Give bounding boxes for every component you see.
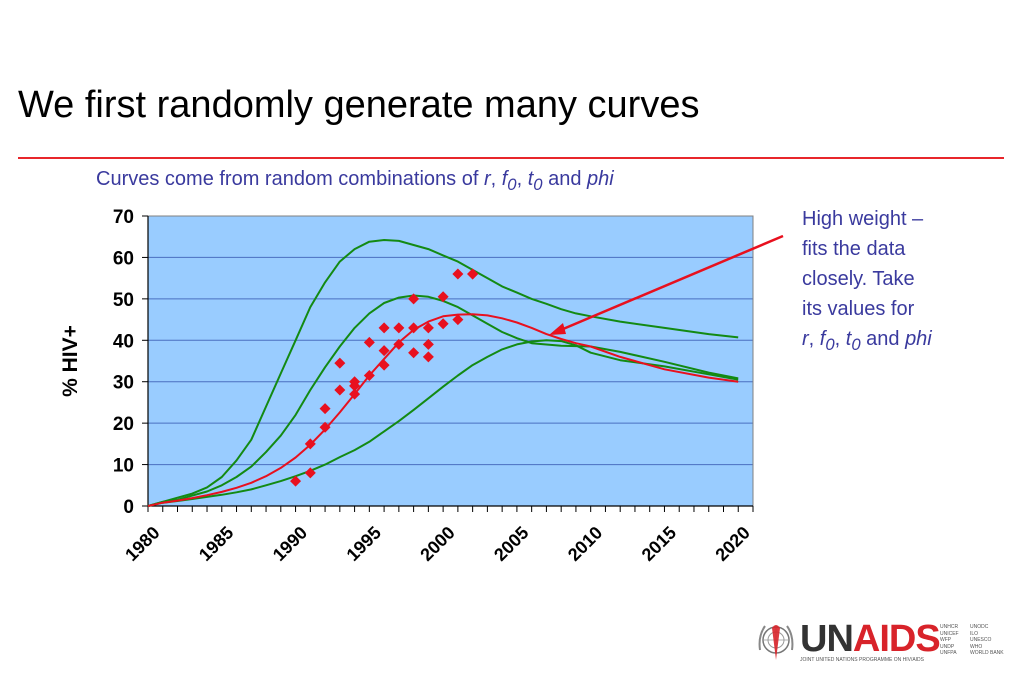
data-point-12 <box>363 336 375 348</box>
green-curve-1 <box>147 239 739 507</box>
annotation-line-3: closely. Take <box>802 268 915 290</box>
annotation-phi: phi <box>905 328 932 350</box>
arrow-shaft <box>555 234 784 334</box>
logo-members-col1: UNHCR UNICEF WFP UNDP UNFPA <box>940 624 959 656</box>
data-point-17 <box>393 322 405 334</box>
data-point-7 <box>334 357 346 369</box>
data-point-24 <box>437 318 449 330</box>
y-tick-label-20: 20 <box>113 414 134 435</box>
subtitle-t: t <box>527 168 534 190</box>
data-point-23 <box>422 338 434 350</box>
annotation-line-1: High weight – <box>802 208 924 230</box>
y-tick-label-0: 0 <box>123 497 134 518</box>
subtitle-and: and <box>542 168 587 190</box>
data-point-1 <box>290 475 302 487</box>
subtitle-f: f <box>501 168 508 190</box>
subtitle-t-sub: 0 <box>533 175 543 194</box>
data-point-26 <box>452 314 464 326</box>
data-point-3 <box>304 438 316 450</box>
data-point-8 <box>349 388 361 400</box>
y-tick-label-30: 30 <box>113 373 134 394</box>
data-point-16 <box>393 338 405 350</box>
unaids-logo: UNAIDS JOINT UNITED NATIONS PROGRAMME ON… <box>756 618 1018 666</box>
y-tick-label-50: 50 <box>113 290 134 311</box>
data-point-29 <box>467 268 479 280</box>
subtitle-f-sub: 0 <box>507 175 517 194</box>
data-point-10 <box>349 376 361 388</box>
annotation-line-4: its values for <box>802 298 915 320</box>
annotation-sep2: , <box>834 328 846 350</box>
slide-title: We first randomly generate many curves <box>18 84 700 126</box>
x-tick-label-2010: 2010 <box>564 523 606 565</box>
data-point-27 <box>452 268 464 280</box>
logo-wordmark: UNAIDS <box>800 618 941 661</box>
annotation-line-2: fits the data <box>802 238 906 260</box>
subtitle-sep1: , <box>490 168 502 190</box>
data-point-18 <box>408 347 420 359</box>
x-tick-label-2020: 2020 <box>711 523 753 565</box>
x-tick-label-1980: 1980 <box>121 523 163 565</box>
subtitle-r: r <box>483 168 491 190</box>
logo-members-col2: UNODC ILO UNESCO WHO WORLD BANK <box>970 624 1004 656</box>
annotation-f-sub: 0 <box>825 335 835 354</box>
y-tick-labels: 0 10 20 30 40 50 60 70 <box>113 207 134 518</box>
subtitle-phi: phi <box>587 168 614 190</box>
axes <box>142 215 754 512</box>
data-point-13 <box>378 359 390 371</box>
data-point-25 <box>437 291 449 303</box>
title-divider <box>18 157 1004 159</box>
logo-un: UN <box>800 618 854 660</box>
x-tick-label-2005: 2005 <box>490 523 532 565</box>
y-tick-label-60: 60 <box>113 248 134 269</box>
subtitle-sep2: , <box>516 168 528 190</box>
x-tick-label-1990: 1990 <box>269 523 311 565</box>
data-point-5 <box>319 403 331 415</box>
logo-aids: AIDS <box>852 618 941 660</box>
un-emblem-icon <box>758 625 794 660</box>
data-point-14 <box>378 345 390 357</box>
green-curve-3 <box>147 339 739 507</box>
data-point-20 <box>408 293 420 305</box>
annotation-and: and <box>860 328 906 350</box>
data-point-4 <box>319 421 331 433</box>
data-point-22 <box>422 322 434 334</box>
data-points <box>290 268 479 487</box>
y-tick-label-70: 70 <box>113 207 134 228</box>
y-tick-label-10: 10 <box>113 456 134 477</box>
x-tick-labels: 1980 1985 1990 1995 2000 2005 2010 2015 2020 <box>121 523 754 565</box>
annotation-text: High weight – fits the data closely. Tak… <box>802 204 1012 360</box>
annotation-f: f <box>819 328 826 350</box>
x-tick-label-2000: 2000 <box>416 523 458 565</box>
logo-caption: JOINT UNITED NATIONS PROGRAMME ON HIV/AI… <box>800 657 924 663</box>
curves <box>147 239 739 507</box>
green-curve-2 <box>147 294 739 507</box>
x-tick-label-1995: 1995 <box>343 523 385 565</box>
data-point-15 <box>378 322 390 334</box>
arrow-head <box>549 323 566 335</box>
annotation-arrow <box>549 234 784 335</box>
chart-subtitle: Curves come from random combinations of … <box>96 168 614 195</box>
subtitle-lead: Curves come from random combinations of <box>96 168 484 190</box>
annotation-t: t <box>845 328 852 350</box>
x-tick-label-1985: 1985 <box>195 523 237 565</box>
data-point-19 <box>408 322 420 334</box>
annotation-t-sub: 0 <box>851 335 861 354</box>
plot-area <box>148 216 753 506</box>
data-point-6 <box>334 384 346 396</box>
y-axis-label: % HIV+ <box>59 325 82 397</box>
annotation-r: r <box>802 328 809 350</box>
data-point-11 <box>363 370 375 381</box>
data-point-21 <box>422 351 434 363</box>
y-tick-label-40: 40 <box>113 331 134 352</box>
data-point-2 <box>304 467 316 479</box>
x-tick-label-2015: 2015 <box>638 523 680 565</box>
annotation-line-5: r, f0, t0 and phi <box>802 324 1012 360</box>
annotation-sep1: , <box>808 328 820 350</box>
